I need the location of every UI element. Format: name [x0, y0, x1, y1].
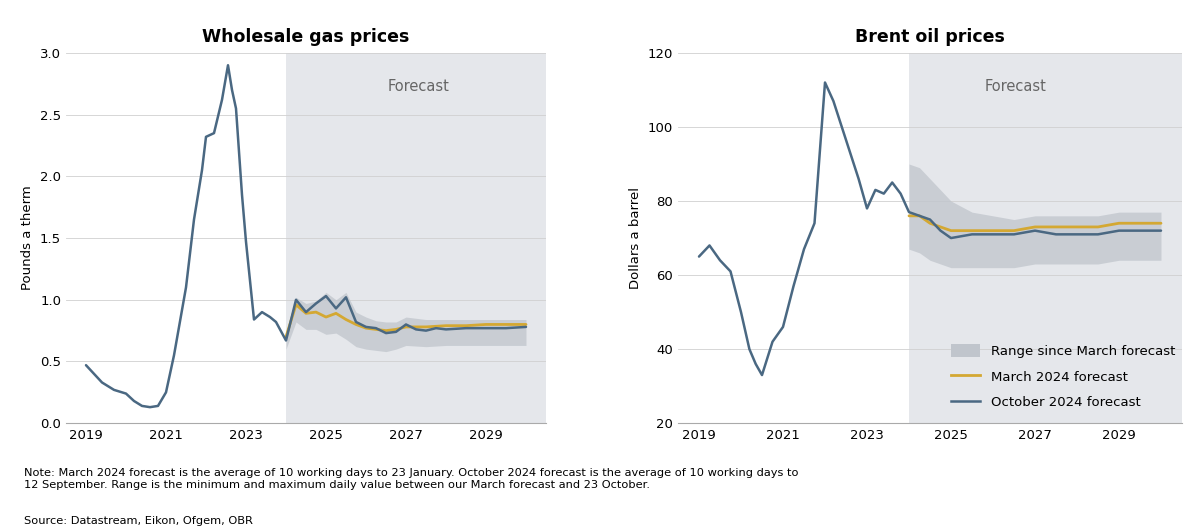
Legend: Range since March forecast, March 2024 forecast, October 2024 forecast: Range since March forecast, March 2024 f… — [952, 344, 1176, 409]
Y-axis label: Dollars a barrel: Dollars a barrel — [629, 187, 642, 289]
Text: Note: March 2024 forecast is the average of 10 working days to 23 January. Octob: Note: March 2024 forecast is the average… — [24, 468, 798, 490]
Bar — [286, 53, 546, 423]
Title: Brent oil prices: Brent oil prices — [856, 28, 1004, 46]
Y-axis label: Pounds a therm: Pounds a therm — [22, 186, 35, 290]
Text: Forecast: Forecast — [985, 79, 1046, 94]
Text: Source: Datastream, Eikon, Ofgem, OBR: Source: Datastream, Eikon, Ofgem, OBR — [24, 516, 253, 526]
Text: Forecast: Forecast — [388, 79, 450, 94]
Bar — [910, 53, 1182, 423]
Title: Wholesale gas prices: Wholesale gas prices — [203, 28, 409, 46]
